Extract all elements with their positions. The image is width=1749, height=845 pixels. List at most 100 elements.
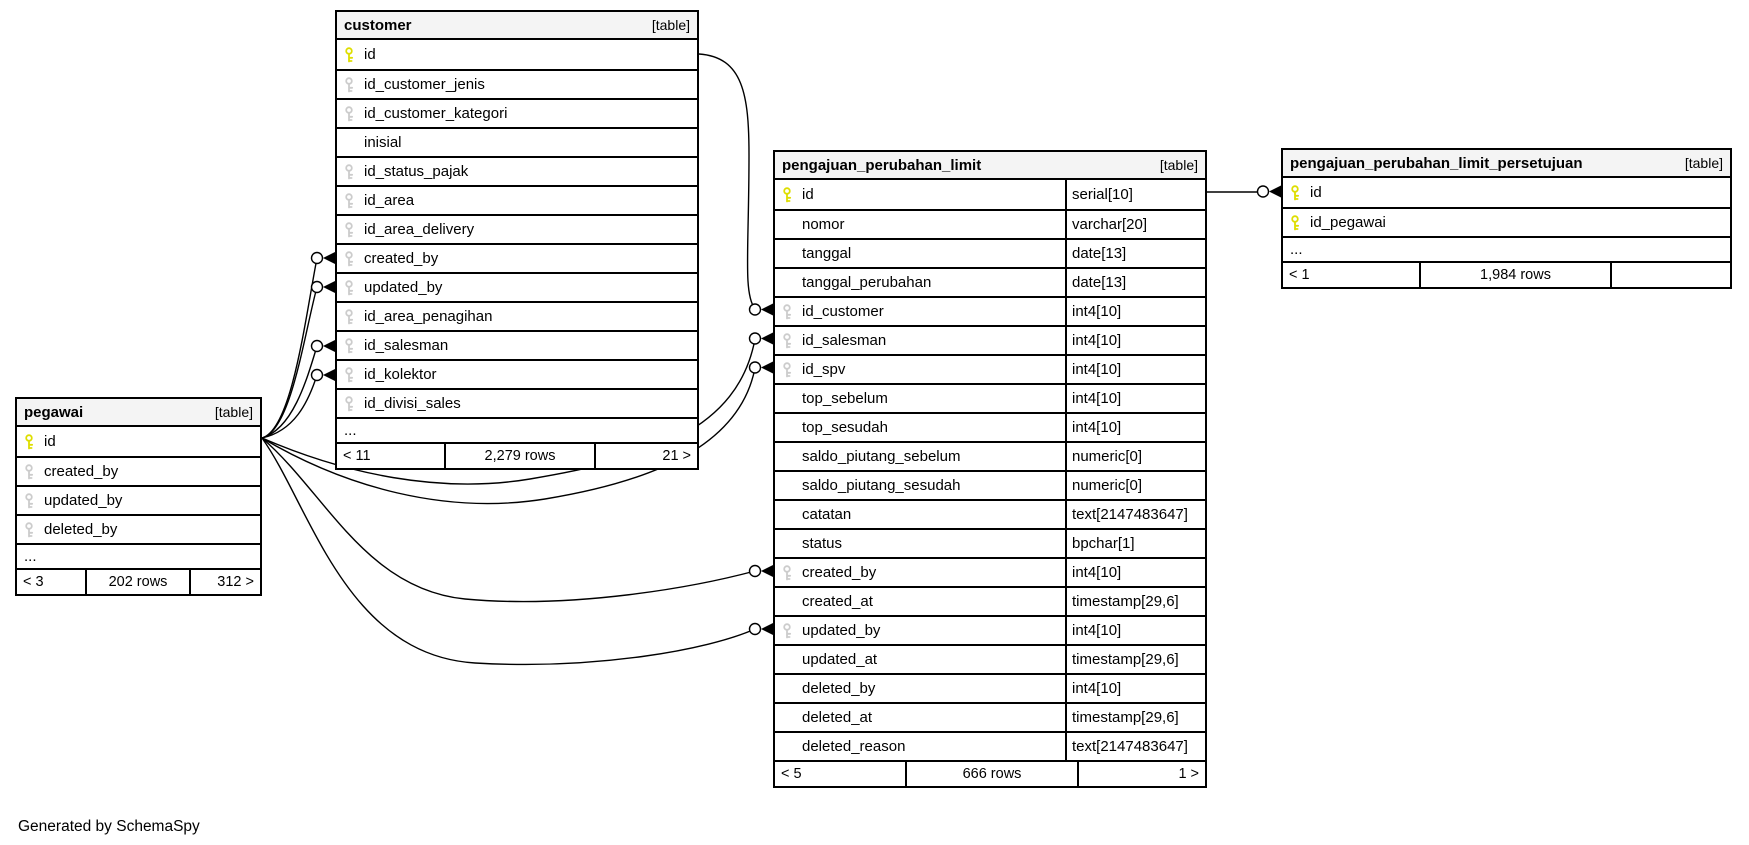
column-name: updated_by [44, 492, 123, 509]
column-name: updated_at [802, 651, 878, 668]
column-row-id: id [1283, 178, 1730, 207]
column-name: id_customer [802, 303, 884, 320]
column-name: updated_by [802, 622, 881, 639]
column-name: created_by [364, 250, 439, 267]
column-row-nomor: nomor varchar[20] [775, 209, 1205, 238]
table-customer[interactable]: customer [table] id id_customer_jenis id_c… [335, 10, 699, 470]
key-slot [781, 186, 802, 203]
ellipsis-row: ... [1283, 236, 1730, 261]
key-slot [343, 337, 364, 354]
row-count: 202 rows [85, 570, 189, 594]
column-name: id_salesman [364, 337, 449, 354]
column-name: id [44, 433, 56, 450]
children-count: 312 > [189, 570, 260, 594]
crows-foot-icon [323, 340, 335, 352]
foreign-key-icon [345, 366, 354, 382]
foreign-key-icon [345, 250, 354, 266]
column-type: numeric[0] [1065, 443, 1205, 470]
column-type: serial[10] [1065, 180, 1205, 209]
column-row-id_spv: id_spv int4[10] [775, 354, 1205, 383]
column-type: varchar[20] [1065, 211, 1205, 238]
column-name: id_customer_jenis [364, 76, 485, 93]
column-name: id_customer_kategori [364, 105, 508, 122]
column-name: id [1310, 184, 1322, 201]
crows-foot-icon [323, 252, 335, 264]
column-type: int4[10] [1065, 675, 1205, 702]
primary-key-icon [1291, 184, 1300, 200]
table-name[interactable]: customer [344, 16, 412, 34]
parents-count: < 3 [23, 574, 44, 590]
column-row-deleted_by: deleted_by int4[10] [775, 673, 1205, 702]
foreign-key-icon [783, 361, 792, 377]
zero-or-one-circle-icon [310, 251, 324, 265]
column-row-updated_by: updated_by int4[10] [775, 615, 1205, 644]
column-row-top_sesudah: top_sesudah int4[10] [775, 412, 1205, 441]
table-name[interactable]: pengajuan_perubahan_limit [782, 156, 982, 174]
table-name[interactable]: pegawai [24, 403, 84, 421]
children-count [1610, 263, 1730, 287]
column-row-id_area_delivery: id_area_delivery [337, 214, 697, 243]
column-row-catatan: catatan text[2147483647] [775, 499, 1205, 528]
zero-or-one-circle-icon [748, 303, 762, 316]
column-row-deleted_by: deleted_by [17, 514, 260, 543]
children-count: 1 > [1077, 762, 1205, 786]
foreign-key-icon [783, 332, 792, 348]
column-name: created_at [802, 593, 873, 610]
column-row-id: id [337, 40, 697, 69]
foreign-key-icon [345, 395, 354, 411]
column-row-status: status bpchar[1] [775, 528, 1205, 557]
column-row-created_by: created_by int4[10] [775, 557, 1205, 586]
column-row-id_area_penagihan: id_area_penagihan [337, 301, 697, 330]
crows-foot-icon [761, 565, 773, 577]
table-header: pengajuan_perubahan_limit [table] [775, 152, 1205, 180]
table-pengajuan-perubahan-limit-persetujuan[interactable]: pengajuan_perubahan_limit_persetujuan [t… [1281, 148, 1732, 289]
zero-or-one-circle-icon [748, 622, 762, 636]
column-type: timestamp[29,6] [1065, 646, 1205, 673]
column-row-saldo_piutang_sesudah: saldo_piutang_sesudah numeric[0] [775, 470, 1205, 499]
key-slot [343, 46, 364, 63]
column-name: created_by [802, 564, 877, 581]
column-type: text[2147483647] [1065, 501, 1205, 528]
key-slot [343, 395, 364, 412]
key-slot [781, 303, 802, 320]
foreign-key-icon [345, 337, 354, 353]
table-pengajuan-perubahan-limit[interactable]: pengajuan_perubahan_limit [table] id seri… [773, 150, 1207, 788]
foreign-key-icon [345, 163, 354, 179]
crows-foot-icon [761, 361, 773, 374]
zero-or-one-circle-icon [310, 339, 324, 353]
table-footer: < 1 1,984 rows [1283, 261, 1730, 287]
ellipsis-row: ... [337, 417, 697, 442]
row-count: 2,279 rows [444, 444, 594, 468]
zero-or-one-circle-icon [310, 368, 324, 382]
foreign-key-icon [783, 303, 792, 319]
relationship-line [261, 286, 318, 439]
schemaspy-credit: Generated by SchemaSpy [18, 818, 200, 835]
key-slot [23, 463, 44, 480]
column-row-id_pegawai: id_pegawai [1283, 207, 1730, 236]
crows-foot-icon [323, 281, 335, 293]
table-name[interactable]: pengajuan_perubahan_limit_persetujuan [1290, 154, 1583, 172]
column-row-deleted_at: deleted_at timestamp[29,6] [775, 702, 1205, 731]
key-slot [343, 308, 364, 325]
key-slot [343, 163, 364, 180]
column-type: date[13] [1065, 269, 1205, 296]
column-row-id_kolektor: id_kolektor [337, 359, 697, 388]
key-slot [343, 192, 364, 209]
key-slot [1289, 214, 1310, 231]
foreign-key-icon [345, 308, 354, 324]
parents-count: < 1 [1289, 267, 1310, 283]
relationship-line [261, 345, 318, 439]
column-row-id_customer_jenis: id_customer_jenis [337, 69, 697, 98]
table-tag-label: [table] [214, 404, 253, 420]
crows-foot-icon [761, 332, 773, 345]
column-type: int4[10] [1065, 617, 1205, 644]
column-type: int4[10] [1065, 559, 1205, 586]
column-row-created_by: created_by [17, 456, 260, 485]
column-name: top_sesudah [802, 419, 888, 436]
column-row-top_sebelum: top_sebelum int4[10] [775, 383, 1205, 412]
column-name: id_kolektor [364, 366, 437, 383]
column-type: int4[10] [1065, 298, 1205, 325]
column-row-inisial: inisial [337, 127, 697, 156]
column-type: int4[10] [1065, 414, 1205, 441]
